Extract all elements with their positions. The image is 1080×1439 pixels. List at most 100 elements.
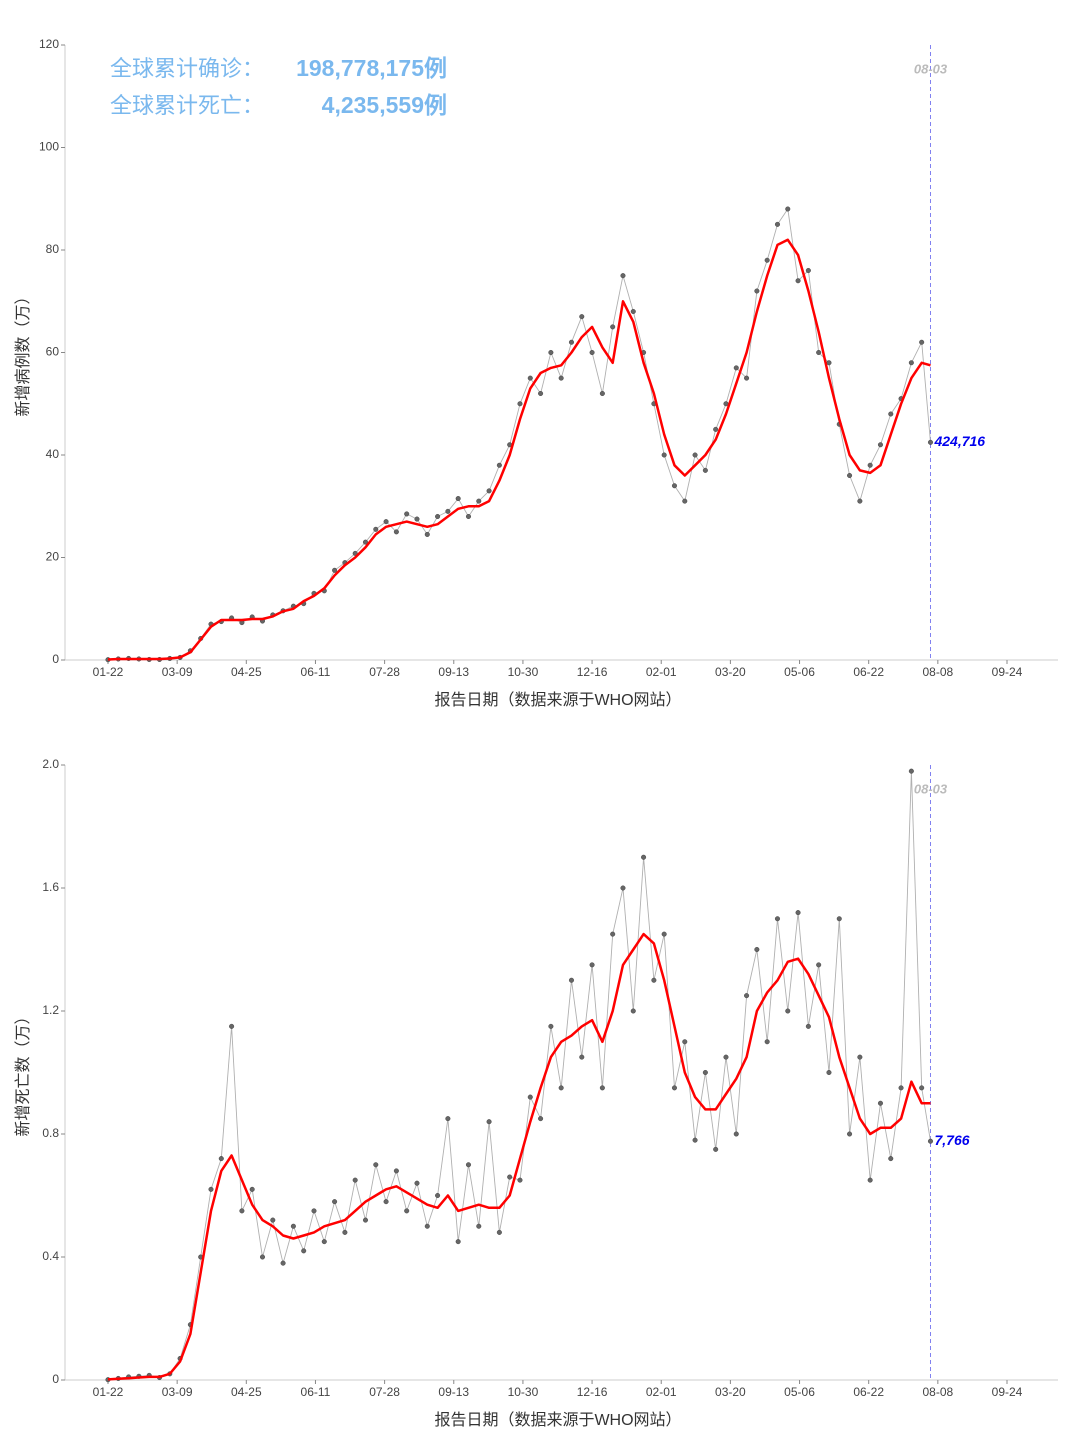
daily-point [867, 1177, 873, 1183]
daily-point [774, 221, 780, 227]
daily-point [805, 268, 811, 274]
x-tick-label: 12-16 [577, 1385, 608, 1399]
y-tick-label: 0 [52, 1372, 59, 1386]
daily-point [661, 931, 667, 937]
daily-point [888, 411, 894, 417]
daily-point [538, 1116, 544, 1122]
daily-point [795, 910, 801, 916]
daily-point [836, 916, 842, 922]
daily-point [641, 854, 647, 860]
x-tick-label: 08-08 [922, 665, 953, 679]
x-tick-label: 01-22 [93, 1385, 124, 1399]
x-tick-label: 03-20 [715, 1385, 746, 1399]
x-tick-label: 02-01 [646, 1385, 677, 1399]
daily-point [589, 962, 595, 968]
daily-point [342, 1229, 348, 1235]
daily-point [857, 498, 863, 504]
daily-point [898, 1085, 904, 1091]
daily-point [661, 452, 667, 458]
daily-point [754, 947, 760, 953]
daily-point [785, 206, 791, 212]
daily-point [465, 1162, 471, 1168]
x-tick-label: 07-28 [369, 665, 400, 679]
daily-point [455, 496, 461, 502]
daily-point [496, 1229, 502, 1235]
daily-point [352, 1177, 358, 1183]
x-tick-label: 03-20 [715, 665, 746, 679]
annotation-value: 4,235,559例 [322, 92, 447, 118]
daily-point [249, 1186, 255, 1192]
daily-point [465, 514, 471, 520]
y-tick-label: 0 [52, 652, 59, 666]
annotation-label: 全球累计死亡： [110, 93, 264, 118]
daily-point [445, 1116, 451, 1122]
daily-point [579, 314, 585, 320]
daily-point [919, 339, 925, 345]
daily-point [927, 439, 933, 445]
daily-point [435, 514, 441, 520]
daily-point [599, 1085, 605, 1091]
daily-point [764, 257, 770, 263]
x-tick-label: 09-24 [992, 665, 1023, 679]
daily-point [332, 1199, 338, 1205]
daily-point [259, 1254, 265, 1260]
daily-point [744, 993, 750, 999]
daily-point [548, 1023, 554, 1029]
daily-point [682, 1039, 688, 1045]
daily-line [107, 208, 931, 661]
daily-point [404, 511, 410, 517]
daily-point [548, 350, 554, 356]
daily-point [404, 1208, 410, 1214]
y-tick-label: 40 [46, 447, 60, 461]
daily-point [630, 1008, 636, 1014]
daily-point [671, 483, 677, 489]
daily-point [558, 1085, 564, 1091]
daily-point [362, 539, 368, 545]
daily-point [774, 916, 780, 922]
y-tick-label: 0.4 [42, 1249, 59, 1263]
daily-point [795, 278, 801, 284]
daily-point [393, 529, 399, 535]
daily-point [888, 1156, 894, 1162]
annotation-label: 全球累计确诊： [110, 56, 264, 81]
daily-point [754, 288, 760, 294]
y-tick-label: 1.6 [42, 880, 59, 894]
daily-point [744, 375, 750, 381]
x-axis-title: 报告日期（数据来源于WHO网站） [434, 691, 681, 709]
y-tick-label: 0.8 [42, 1126, 59, 1140]
daily-point [218, 1156, 224, 1162]
daily-point [229, 1023, 235, 1029]
x-tick-label: 06-22 [853, 1385, 884, 1399]
daily-point [713, 1146, 719, 1152]
daily-point [507, 1174, 513, 1180]
daily-point [702, 1069, 708, 1075]
daily-point [764, 1039, 770, 1045]
date-marker-label: 08-03 [914, 781, 948, 796]
x-tick-label: 10-30 [508, 1385, 539, 1399]
daily-point [558, 375, 564, 381]
daily-point [682, 498, 688, 504]
daily-point [239, 1208, 245, 1214]
x-tick-label: 04-25 [231, 665, 262, 679]
daily-point [568, 339, 574, 345]
daily-point [723, 1054, 729, 1060]
daily-point [713, 426, 719, 432]
daily-point [486, 488, 492, 494]
y-tick-label: 80 [46, 242, 60, 256]
y-tick-label: 2.0 [42, 757, 59, 771]
daily-point [877, 1100, 883, 1106]
average-line [107, 238, 931, 661]
date-marker-label: 08-03 [914, 61, 948, 76]
daily-point [733, 1131, 739, 1137]
x-tick-label: 12-16 [577, 665, 608, 679]
daily-point [826, 360, 832, 366]
daily-point [692, 452, 698, 458]
average-line [107, 932, 931, 1381]
daily-point [816, 350, 822, 356]
daily-point [373, 526, 379, 532]
daily-point [455, 1239, 461, 1245]
x-tick-label: 08-08 [922, 1385, 953, 1399]
x-tick-label: 06-22 [853, 665, 884, 679]
y-tick-label: 100 [39, 140, 59, 154]
x-tick-label: 06-11 [301, 1385, 331, 1399]
